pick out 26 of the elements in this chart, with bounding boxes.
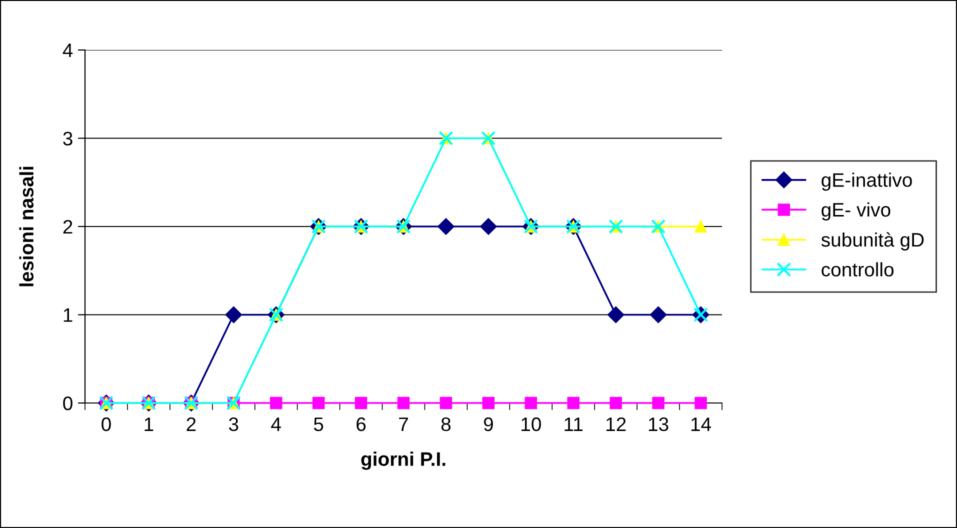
x-tick-label: 2 — [186, 417, 196, 431]
y-tick-label: 4 — [62, 44, 73, 58]
legend-label: gE-inattivo — [822, 172, 912, 191]
x-tick-label: 5 — [314, 418, 324, 432]
x-tick-label: 4 — [271, 418, 281, 431]
y-axis-title: lesioni nasali — [19, 166, 34, 286]
y-tick-label: 3 — [63, 132, 72, 146]
x-tick-label: 12 — [606, 417, 626, 431]
legend-label: gE- vivo — [822, 202, 890, 221]
x-tick-label: 8 — [441, 417, 451, 432]
x-tick-label: 6 — [356, 417, 366, 432]
legend-label: subunità gD — [821, 232, 924, 251]
x-tick-label: 3 — [228, 417, 238, 432]
x-tick-label: 10 — [522, 417, 541, 432]
x-tick-label: 9 — [484, 417, 493, 432]
y-tick-label: 0 — [63, 396, 72, 410]
x-tick-label: 1 — [144, 418, 154, 431]
x-tick-label: 14 — [691, 418, 712, 431]
y-tick-label: 1 — [64, 308, 72, 322]
y-tick-label: 2 — [63, 220, 72, 234]
x-tick-label: 13 — [648, 417, 668, 432]
x-tick-label: 0 — [102, 417, 111, 432]
legend-label: controllo — [822, 262, 894, 277]
x-tick-label: 11 — [564, 418, 583, 431]
x-tick-label: 7 — [399, 418, 408, 431]
x-axis-title: giorni P.I. — [361, 452, 446, 470]
